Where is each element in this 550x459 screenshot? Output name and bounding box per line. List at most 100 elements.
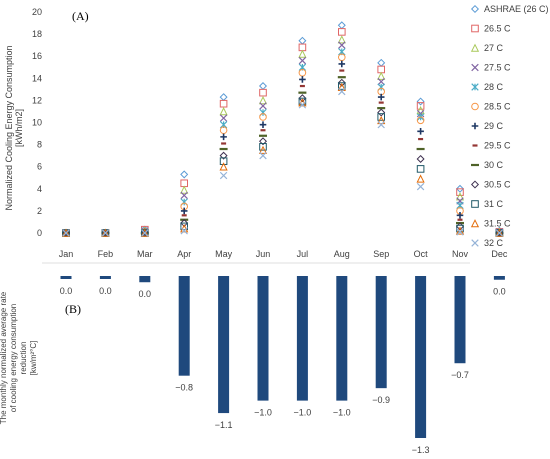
panel-a-ytick-label: 2 <box>37 206 42 216</box>
data-point <box>258 137 268 146</box>
data-point <box>338 60 346 68</box>
bar <box>336 276 348 401</box>
panel-a-label: (A) <box>72 9 89 23</box>
legend-label: 28.5 C <box>484 102 511 112</box>
data-point <box>259 102 267 110</box>
panel-a-ytick-label: 14 <box>32 73 42 83</box>
bar-value-label: −1.0 <box>254 408 272 418</box>
panel-a-xtick-label: May <box>215 249 233 259</box>
data-point <box>377 58 386 67</box>
data-point <box>180 170 189 179</box>
panel-a-ytick-label: 20 <box>32 7 42 17</box>
data-point <box>141 229 149 237</box>
panel-b-ylabel-line4: [kw/m²°C] <box>29 341 38 376</box>
data-point <box>377 115 386 125</box>
panel-a-xtick-label: Apr <box>177 249 191 259</box>
data-point <box>377 108 386 117</box>
data-point <box>219 99 228 108</box>
data-point <box>337 78 346 87</box>
data-point <box>258 145 268 154</box>
bar-value-label: 0.0 <box>99 286 112 296</box>
panel-a-xtick-label: Aug <box>334 249 350 259</box>
data-point <box>298 49 307 58</box>
data-point <box>180 207 188 215</box>
data-point <box>61 228 71 237</box>
legend-marker <box>471 63 479 72</box>
data-point <box>259 113 267 121</box>
data-point <box>180 222 188 231</box>
legend-marker <box>470 180 480 189</box>
panel-a-xtick-label: Nov <box>452 249 469 259</box>
panel-a-points <box>61 21 504 238</box>
legend-label: 30.5 C <box>484 180 511 190</box>
legend-marker <box>471 200 479 208</box>
bar-value-label: 0.0 <box>60 286 73 296</box>
panel-a-xtick-label: Jul <box>297 249 309 259</box>
panel-a-xtick-label: Dec <box>491 249 508 259</box>
legend-label: 29 C <box>484 121 504 131</box>
panel-a-x-axis: Jan Feb Mar Apr May Jun Jul Aug Sep Oct Nov Dec <box>59 249 508 259</box>
bar <box>296 276 308 401</box>
panel-b-ylabel-line2: of cooling energy consumption <box>9 304 18 413</box>
data-point <box>298 36 307 45</box>
data-point <box>416 116 425 125</box>
legend-label: 26.5 C <box>484 24 511 34</box>
data-point <box>258 95 268 105</box>
panel-a-ylabel-line1: Normalized Cooling Energy Consumption <box>4 45 14 210</box>
data-point <box>180 227 188 235</box>
bar-value-label: 0.0 <box>493 287 506 297</box>
data-point <box>219 171 228 180</box>
panel-a-ytick-label: 16 <box>32 51 42 61</box>
data-point <box>337 21 346 30</box>
bar <box>415 276 427 438</box>
bar-value-label: −1.0 <box>294 408 312 418</box>
panel-a-ytick-label: 4 <box>37 184 42 194</box>
data-point <box>180 191 188 200</box>
data-point <box>62 229 70 237</box>
legend-marker <box>471 24 479 33</box>
data-point <box>338 53 346 62</box>
bar <box>99 276 111 279</box>
data-point <box>219 114 228 122</box>
data-point <box>299 76 306 83</box>
data-point <box>456 212 464 219</box>
data-point <box>416 174 425 183</box>
legend-marker <box>471 239 479 247</box>
panel-a-xtick-label: Oct <box>414 249 429 259</box>
bar <box>257 276 269 401</box>
data-point <box>416 109 425 118</box>
bar <box>178 276 190 376</box>
bar <box>375 276 387 389</box>
bar <box>60 276 72 279</box>
data-point <box>377 120 385 129</box>
legend-label: 28 C <box>484 82 504 92</box>
legend-marker <box>470 4 480 14</box>
data-point <box>259 143 267 151</box>
bar <box>139 276 151 283</box>
data-point <box>258 82 268 91</box>
panel-a-ytick-label: 10 <box>32 118 42 128</box>
panel-a-xtick-label: Feb <box>98 249 114 259</box>
data-point <box>219 162 228 171</box>
legend-label: 27 C <box>484 43 504 53</box>
legend-marker <box>471 102 479 111</box>
data-point <box>219 93 228 102</box>
data-point <box>259 151 267 160</box>
data-point <box>416 182 425 191</box>
data-point <box>140 228 149 237</box>
data-point <box>377 71 386 80</box>
panel-b-ylabel-line1: The monthly normalized average rate <box>0 291 8 424</box>
data-point <box>220 133 227 141</box>
panel-a-ytick-label: 8 <box>37 140 42 150</box>
data-point <box>456 188 464 196</box>
legend-label: 29.5 C <box>484 141 511 151</box>
data-point <box>259 88 267 97</box>
data-point <box>495 228 504 237</box>
bar-value-label: −1.3 <box>412 445 430 455</box>
data-point <box>219 151 228 160</box>
data-point <box>377 77 385 86</box>
legend: ASHRAE (26 C) 26.5 C 27 C 27.5 C 28 C 28.5 C 2… <box>470 4 549 248</box>
data-point <box>416 154 425 163</box>
data-point <box>455 184 465 193</box>
